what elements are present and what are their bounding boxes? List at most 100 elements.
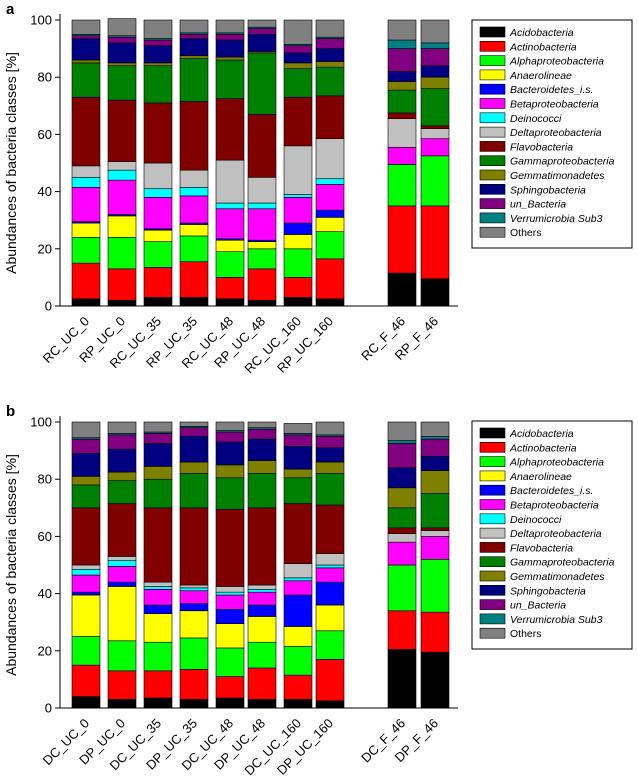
bar-segment <box>179 610 209 639</box>
legend-label: Acidobacteria <box>509 428 574 440</box>
bar-segment <box>247 114 277 178</box>
bar-segment <box>179 435 209 463</box>
legend-swatch <box>479 126 506 138</box>
legend-swatch <box>479 184 506 195</box>
bar-segment <box>315 138 345 180</box>
bar-segment <box>387 112 417 119</box>
bar-segment <box>215 647 245 677</box>
legend-label: Verrumicrobia Sub3 <box>510 213 603 225</box>
y-tick-label: 20 <box>38 241 52 256</box>
bar-segment <box>283 62 313 69</box>
bar-segment <box>179 38 209 57</box>
legend-swatch <box>479 513 506 525</box>
bar-segment <box>107 556 137 562</box>
bar-segment <box>283 19 313 45</box>
legend-label: Verrumicrobia Sub3 <box>510 614 603 626</box>
legend-label: un_Bacteria <box>510 199 566 211</box>
bar-segment <box>215 159 245 204</box>
bar-segment <box>283 423 313 434</box>
bar-segment <box>420 421 450 437</box>
y-tick-label: 40 <box>38 184 52 199</box>
bar-segment <box>215 676 245 699</box>
bar-segment <box>71 19 101 35</box>
bar-segment <box>143 421 173 433</box>
bar-segment <box>283 234 313 250</box>
bar-segment <box>420 456 450 471</box>
legend-label: Deinococci <box>510 514 562 526</box>
bar-segment <box>71 438 101 454</box>
bar-segment <box>420 205 450 280</box>
bar-segment <box>215 594 245 610</box>
legend-swatch <box>479 542 506 553</box>
bar-segment <box>315 209 345 218</box>
bar-segment <box>387 39 417 49</box>
bar-segment <box>420 536 450 560</box>
bar-segment <box>143 507 173 583</box>
legend-label: Gemmatimonadetes <box>510 571 605 583</box>
bar-segment <box>71 574 101 593</box>
legend-label: Alphaproteobacteria <box>509 457 604 469</box>
bar-segment <box>215 277 245 300</box>
legend-label: Actinobacteria <box>509 442 577 454</box>
bar-segment <box>179 297 209 307</box>
bar-segment <box>283 468 313 479</box>
bar-segment <box>247 473 277 509</box>
bar-segment <box>387 421 417 441</box>
bar-segment <box>247 421 277 429</box>
bar-segment <box>387 146 417 165</box>
bar-segment <box>283 68 313 98</box>
legend-label: Betaproteobacteria <box>510 500 599 512</box>
legend-label: Sphingobacteria <box>510 585 586 597</box>
legend-swatch <box>479 169 506 181</box>
bar-segment <box>387 649 417 709</box>
legend-swatch <box>479 456 506 467</box>
bar-segment <box>283 145 313 195</box>
bar-segment <box>315 630 345 660</box>
legend-swatch <box>479 55 506 66</box>
bar-segment <box>71 222 101 238</box>
legend-swatch <box>479 198 506 209</box>
legend-swatch <box>479 155 506 166</box>
bar-segment <box>71 421 101 439</box>
bar-segment <box>215 431 245 443</box>
bar-segment <box>420 651 450 709</box>
legend-swatch <box>479 556 506 568</box>
bar-segment <box>420 470 450 494</box>
bar-segment <box>387 118 417 148</box>
bar-segment <box>247 19 277 28</box>
bar-segment <box>107 237 137 270</box>
bar-segment <box>143 19 173 39</box>
panel-label: a <box>6 1 15 18</box>
bar-segment <box>387 89 417 114</box>
bar-segment <box>71 636 101 666</box>
bar-segment <box>387 71 417 82</box>
bar-segment <box>420 19 450 44</box>
bar-segment <box>420 530 450 537</box>
bar-segment <box>143 45 173 64</box>
bar-segment <box>247 202 277 210</box>
bar-segment <box>215 33 245 41</box>
bar-segment <box>283 646 313 676</box>
bar-segment <box>387 527 417 534</box>
y-axis-label: Abundances of bacteria classes [%] <box>3 454 19 676</box>
bar-segment <box>315 231 345 260</box>
bar-segment <box>215 623 245 649</box>
bar-segment <box>107 169 137 181</box>
bar-segment <box>215 56 245 61</box>
bar-segment <box>215 202 245 210</box>
y-tick-label: 60 <box>38 529 52 544</box>
bar-segment <box>315 564 345 569</box>
y-tick-label: 80 <box>38 472 52 487</box>
bar-segment <box>420 435 450 440</box>
legend-swatch <box>479 570 506 582</box>
bar-segment <box>247 667 277 700</box>
bar-segment <box>215 39 245 58</box>
bar-segment <box>315 473 345 506</box>
bar-segment <box>315 298 345 307</box>
bar-segment <box>283 446 313 470</box>
bar-segment <box>143 162 173 190</box>
bar-segment <box>143 102 173 164</box>
bar-segment <box>247 241 277 250</box>
legend-label: Betaproteobacteria <box>510 99 599 111</box>
